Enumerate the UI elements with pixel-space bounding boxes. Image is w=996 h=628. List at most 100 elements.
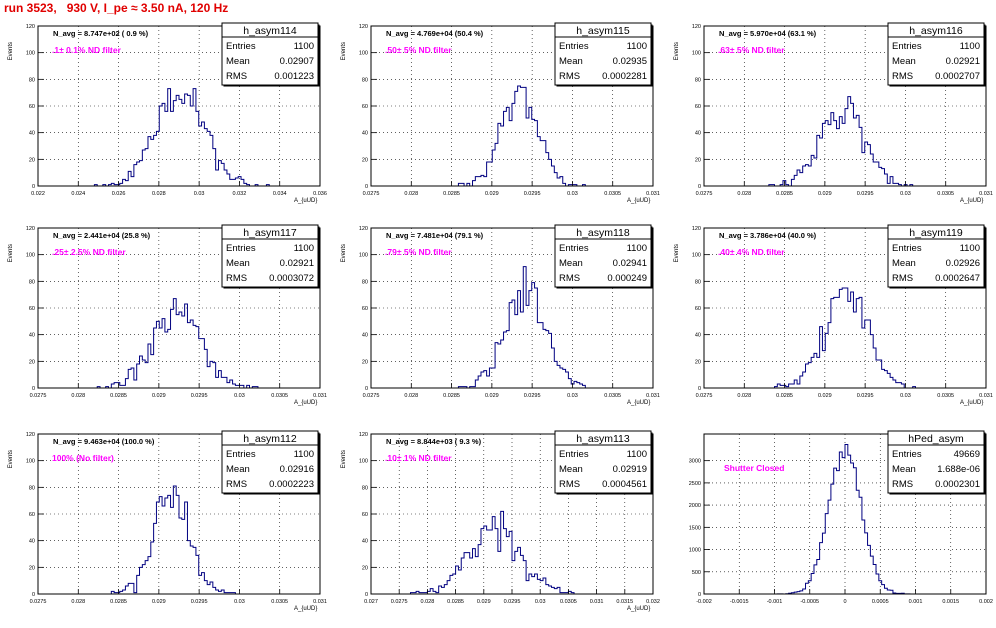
stats-value: 0.0002281 (602, 71, 647, 82)
y-tick-label: 60 (695, 104, 701, 110)
x-tick-label: 0.001 (909, 599, 923, 605)
x-tick-label: 0.029 (152, 599, 166, 605)
y-tick-label: 120 (26, 432, 35, 438)
x-tick-label: 0.0295 (857, 191, 874, 197)
stats-key: RMS (892, 479, 913, 490)
histogram-hPed_asym: -0.002 -0.0015 -0.001 -0.0005 0 0.0005 0.001 0.… (689, 430, 993, 605)
stats-box (221, 430, 319, 494)
y-tick-label: 100 (26, 51, 35, 57)
stats-key: RMS (559, 71, 580, 82)
y-tick-label: 120 (692, 226, 701, 232)
y-tick-label: 20 (695, 157, 701, 163)
stats-value: 0.02916 (280, 464, 314, 475)
x-tick-label: -0.001 (767, 599, 783, 605)
y-tick-label: 120 (359, 226, 368, 232)
x-tick-label: 0.028 (737, 393, 751, 399)
y-tick-label: 3000 (689, 459, 701, 465)
x-tick-label: 0.0305 (937, 393, 954, 399)
filter-annotation: .50± 5% ND filter (385, 45, 452, 55)
x-tick-label: 0.031 (646, 393, 660, 399)
stats-key: Mean (892, 464, 916, 475)
stats-value: 0.0002223 (269, 479, 314, 490)
y-tick-label: 120 (692, 24, 701, 30)
x-tick-label: 0.028 (421, 599, 435, 605)
stats-key: Entries (892, 41, 922, 52)
x-tick-label: 0.0305 (604, 191, 621, 197)
stats-value: 1100 (294, 243, 314, 254)
histogram-h_asym116: 0.0275 0.028 0.0285 0.029 0.0295 0.03 0.0305 0.… (674, 22, 993, 204)
x-tick-label: 0.0275 (30, 599, 47, 605)
x-tick-label: 0.029 (477, 599, 491, 605)
y-tick-label: 100 (359, 253, 368, 259)
stats-box (887, 22, 985, 86)
stats-key: Mean (226, 56, 250, 67)
filter-annotation: .25± 2.5% ND filter (52, 247, 126, 257)
x-tick-label: 0.03 (900, 393, 911, 399)
x-tick-label: 0.0275 (363, 191, 380, 197)
histogram-line (704, 96, 986, 187)
histogram-h_asym117: 0.0275 0.028 0.0285 0.029 0.0295 0.03 0.0305 0.… (8, 224, 327, 406)
stats-value: 0.02919 (613, 464, 647, 475)
filter-annotation: Shutter Closed (724, 463, 784, 473)
y-tick-label: 60 (362, 306, 368, 312)
navg-label: N_avg = 8.747e+02 ( 0.9 %) (53, 29, 149, 38)
stats-value: 1100 (294, 41, 314, 52)
y-tick-label: 80 (695, 279, 701, 285)
x-tick-label: 0.0305 (560, 599, 577, 605)
y-tick-label: 2000 (689, 503, 701, 509)
y-tick-label: 100 (26, 459, 35, 465)
x-tick-label: 0.0285 (443, 393, 460, 399)
y-tick-label: 120 (359, 24, 368, 30)
y-tick-label: 40 (695, 333, 701, 339)
x-tick-label: 0.029 (152, 393, 166, 399)
x-tick-label: -0.0015 (730, 599, 749, 605)
x-tick-label: 0.029 (818, 191, 832, 197)
stats-key: Entries (226, 449, 256, 460)
y-tick-label: 60 (362, 512, 368, 518)
x-tick-label: 0.028 (71, 599, 85, 605)
stats-box (554, 430, 652, 494)
y-tick-label: 20 (29, 157, 35, 163)
x-tick-label: 0.002 (979, 599, 993, 605)
x-tick-label: 0.0285 (447, 599, 464, 605)
x-axis-label: A_{uUD} (294, 198, 317, 204)
histogram-name: h_asym119 (909, 227, 963, 239)
y-tick-label: 20 (29, 565, 35, 571)
x-tick-label: 0.032 (233, 191, 247, 197)
x-tick-label: 0.0285 (110, 599, 127, 605)
histogram-name: hPed_asym (908, 433, 964, 445)
y-tick-label: 40 (362, 539, 368, 545)
stats-key: RMS (559, 273, 580, 284)
stats-value: 0.0002647 (935, 273, 980, 284)
y-tick-label: 40 (29, 539, 35, 545)
x-tick-label: 0.029 (818, 393, 832, 399)
y-tick-label: 500 (692, 570, 701, 576)
x-tick-label: 0.0305 (271, 599, 288, 605)
x-tick-label: 0.028 (737, 191, 751, 197)
x-tick-label: 0.03 (194, 191, 205, 197)
histogram-line (371, 85, 653, 187)
y-tick-label: 40 (29, 333, 35, 339)
x-tick-label: 0.026 (112, 191, 126, 197)
stats-value: 0.0003072 (269, 273, 314, 284)
x-tick-label: 0.029 (485, 393, 499, 399)
stats-key: Mean (559, 56, 583, 67)
stats-value: 0.02921 (946, 56, 980, 67)
y-axis-label: Events (8, 450, 14, 468)
stats-box (554, 22, 652, 86)
stats-value: 0.000249 (607, 273, 647, 284)
x-axis-label: A_{uUD} (294, 606, 317, 612)
stats-key: Mean (226, 258, 250, 269)
histogram-name: h_asym114 (243, 25, 297, 37)
y-tick-label: 0 (698, 386, 701, 392)
x-tick-label: 0.036 (313, 191, 327, 197)
histogram-h_asym114: 0.022 0.024 0.026 0.028 0.03 0.032 0.034 0.036 0… (8, 22, 327, 204)
filter-annotation: .40± 4% ND filter (718, 247, 785, 257)
x-tick-label: 0.03 (567, 393, 578, 399)
navg-label: N_avg = 8.844e+03 ( 9.3 %) (386, 437, 482, 446)
x-tick-label: 0.031 (979, 393, 993, 399)
y-tick-label: 120 (359, 432, 368, 438)
y-tick-label: 20 (29, 359, 35, 365)
y-tick-label: 80 (29, 279, 35, 285)
y-tick-label: 120 (26, 24, 35, 30)
